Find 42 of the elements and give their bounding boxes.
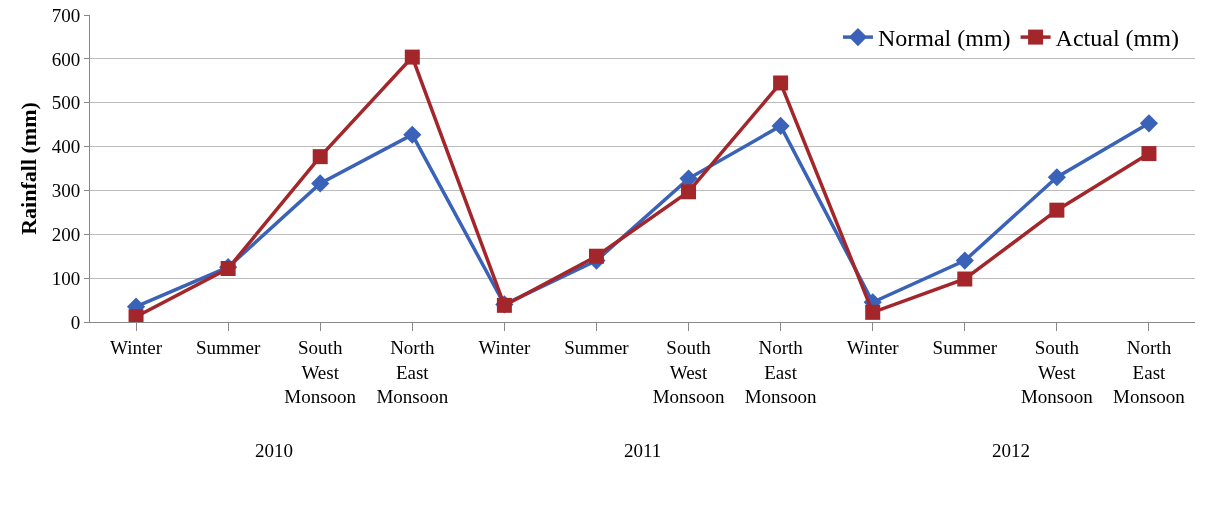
y-tick-label: 300 bbox=[51, 180, 81, 202]
text: 2011 bbox=[624, 440, 662, 461]
point bbox=[773, 75, 789, 91]
point bbox=[312, 149, 328, 165]
point bbox=[311, 174, 330, 193]
point bbox=[1049, 202, 1065, 218]
point bbox=[128, 309, 144, 322]
text: 2010 bbox=[255, 440, 293, 461]
y-axis-title: Rainfall (mm) bbox=[16, 102, 41, 235]
y-tick-label: 500 bbox=[51, 92, 81, 114]
y-tick-label: 0 bbox=[70, 311, 81, 333]
x-tick-label: North East Monsoon bbox=[744, 336, 818, 408]
point bbox=[404, 49, 420, 65]
point bbox=[955, 251, 974, 270]
point bbox=[1139, 114, 1159, 133]
point bbox=[1047, 168, 1066, 187]
point bbox=[588, 248, 604, 264]
y-tick-label: 700 bbox=[51, 4, 81, 26]
point bbox=[957, 271, 973, 287]
x-tick-label: Summer bbox=[195, 336, 261, 358]
point bbox=[865, 304, 881, 320]
x-tick-label: Winter bbox=[110, 336, 163, 358]
x-tick-label: South West Monsoon bbox=[652, 336, 725, 408]
legend-label: Normal (mm) bbox=[877, 25, 1011, 52]
x-tick-label: Summer bbox=[932, 336, 998, 358]
y-tick-label: 400 bbox=[51, 136, 81, 158]
point bbox=[403, 125, 422, 144]
y-tick-label: 600 bbox=[51, 48, 81, 70]
x-tick-label: South West Monsoon bbox=[1020, 336, 1094, 408]
text: 2012 bbox=[992, 440, 1030, 461]
x-tick-label: South West Monsoon bbox=[284, 336, 357, 408]
x-tick-label: North East Monsoon bbox=[376, 336, 449, 408]
y-tick-label: 100 bbox=[51, 267, 81, 289]
x-tick-label: Winter bbox=[478, 336, 532, 358]
legend-label: Actual (mm) bbox=[1055, 25, 1179, 52]
point bbox=[771, 116, 790, 136]
point bbox=[681, 184, 697, 200]
y-tick-label: 200 bbox=[51, 223, 81, 245]
x-tick-label: Summer bbox=[564, 336, 630, 358]
point bbox=[1141, 146, 1157, 162]
x-tick-label: North East Monsoon bbox=[1113, 336, 1186, 408]
x-tick-label: Winter bbox=[846, 336, 900, 358]
